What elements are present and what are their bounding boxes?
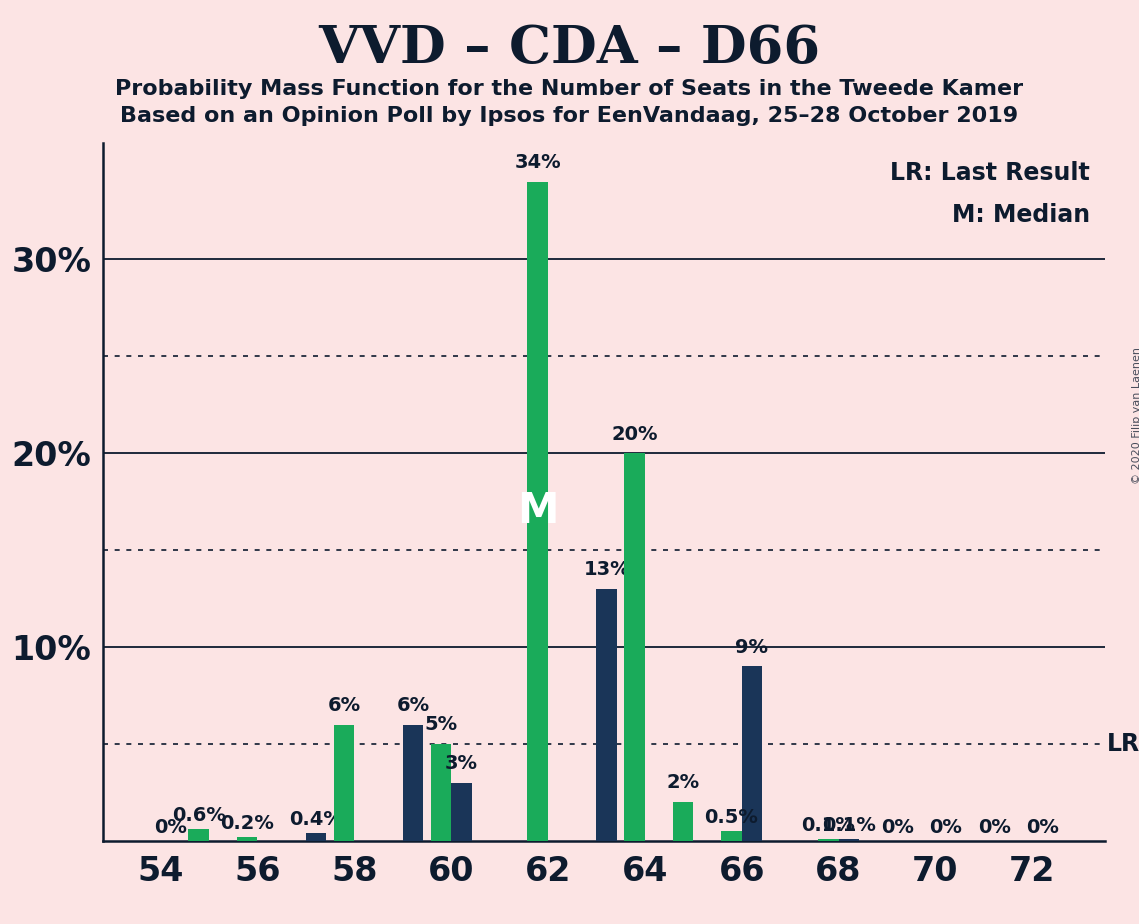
Text: 0%: 0% xyxy=(977,818,1010,837)
Text: Probability Mass Function for the Number of Seats in the Tweede Kamer: Probability Mass Function for the Number… xyxy=(115,79,1024,99)
Text: LR: LR xyxy=(1107,732,1139,756)
Text: 13%: 13% xyxy=(583,560,630,579)
Bar xyxy=(403,724,424,841)
Text: 3%: 3% xyxy=(445,754,478,773)
Bar xyxy=(334,724,354,841)
Bar xyxy=(721,832,741,841)
Text: 0.5%: 0.5% xyxy=(704,808,759,827)
Bar xyxy=(237,837,257,841)
Text: 0.4%: 0.4% xyxy=(289,810,343,829)
Text: 0%: 0% xyxy=(929,818,962,837)
Text: 0%: 0% xyxy=(1026,818,1059,837)
Text: 6%: 6% xyxy=(396,696,429,715)
Bar xyxy=(188,829,210,841)
Text: 6%: 6% xyxy=(327,696,361,715)
Text: 34%: 34% xyxy=(515,153,562,172)
Bar xyxy=(624,454,645,841)
Bar xyxy=(451,783,472,841)
Text: 0.1%: 0.1% xyxy=(822,816,876,835)
Text: LR: Last Result: LR: Last Result xyxy=(890,161,1090,185)
Text: 2%: 2% xyxy=(666,773,699,793)
Bar xyxy=(527,182,548,841)
Text: 5%: 5% xyxy=(425,715,458,735)
Bar xyxy=(673,802,694,841)
Bar xyxy=(838,839,859,841)
Text: 9%: 9% xyxy=(736,638,769,657)
Text: 0.2%: 0.2% xyxy=(220,814,274,833)
Bar xyxy=(597,589,617,841)
Text: VVD – CDA – D66: VVD – CDA – D66 xyxy=(319,23,820,74)
Text: © 2020 Filip van Laenen: © 2020 Filip van Laenen xyxy=(1132,347,1139,484)
Text: M: M xyxy=(517,491,558,532)
Text: 0.1%: 0.1% xyxy=(801,816,855,835)
Bar xyxy=(741,666,762,841)
Text: 0%: 0% xyxy=(155,818,187,837)
Bar xyxy=(306,833,327,841)
Text: 0%: 0% xyxy=(880,818,913,837)
Text: Based on an Opinion Poll by Ipsos for EenVandaag, 25–28 October 2019: Based on an Opinion Poll by Ipsos for Ee… xyxy=(121,106,1018,127)
Text: 20%: 20% xyxy=(612,425,658,444)
Bar xyxy=(818,839,838,841)
Text: M: Median: M: Median xyxy=(952,202,1090,226)
Text: 0.6%: 0.6% xyxy=(172,807,226,825)
Bar xyxy=(431,744,451,841)
